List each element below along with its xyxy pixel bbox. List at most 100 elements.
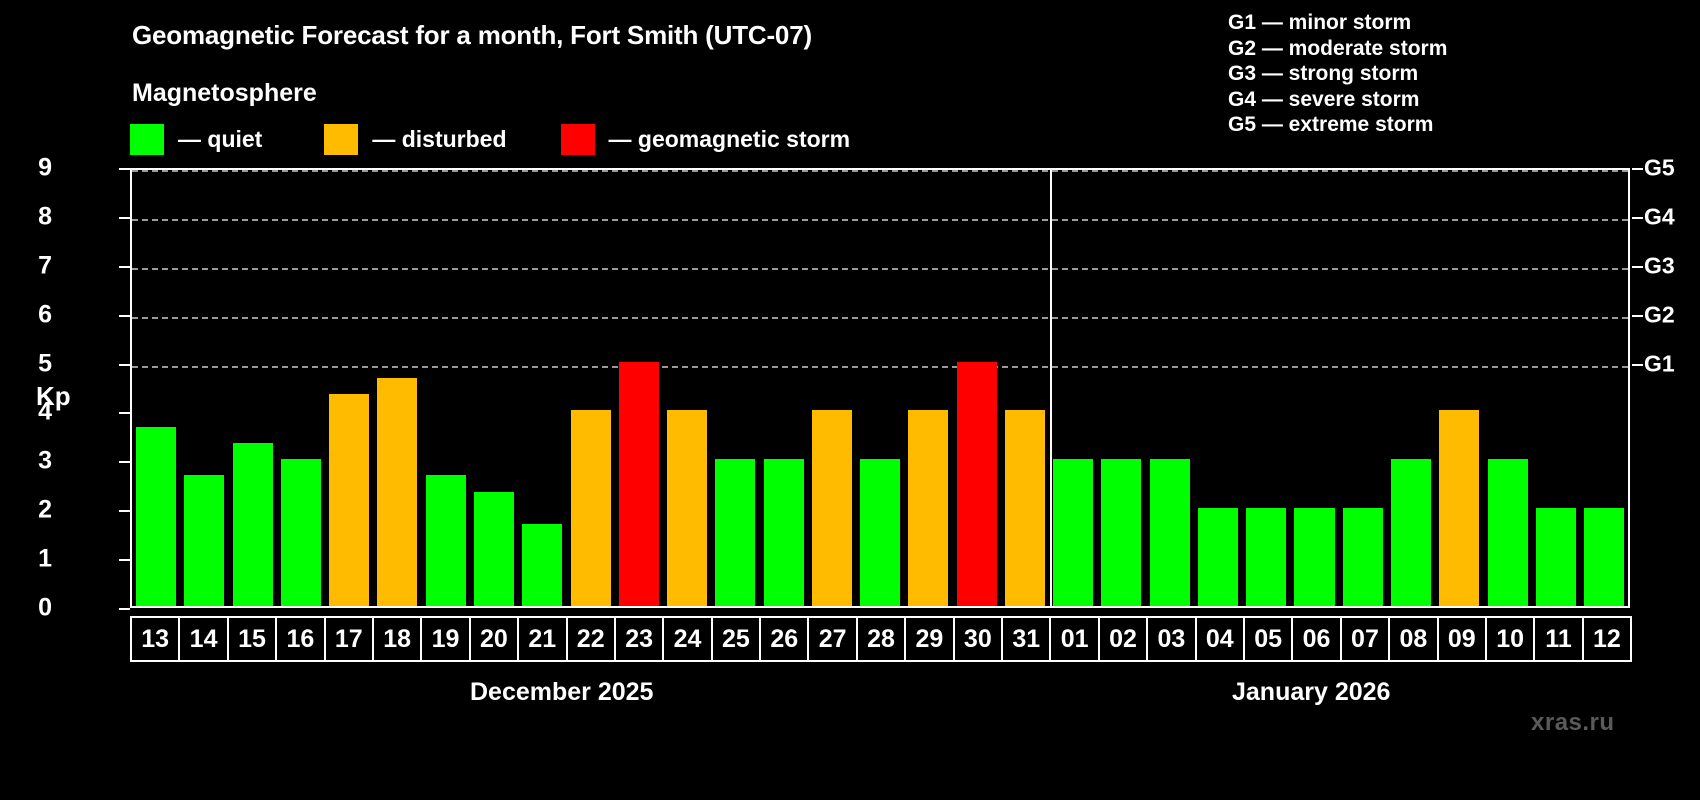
bar-series xyxy=(132,170,1628,606)
bar-07[interactable] xyxy=(1342,508,1383,606)
day-label-10[interactable]: 10 xyxy=(1484,616,1536,662)
bar-16[interactable] xyxy=(280,459,321,606)
day-label-22[interactable]: 22 xyxy=(565,616,616,662)
bar-26[interactable] xyxy=(763,459,804,606)
bar-24[interactable] xyxy=(667,410,708,606)
watermark: xras.ru xyxy=(1531,709,1615,736)
g-tick-mark xyxy=(1632,314,1643,317)
bar-20[interactable] xyxy=(473,492,515,606)
bar-28[interactable] xyxy=(860,459,901,606)
bar-slot xyxy=(615,170,663,606)
bar-19[interactable] xyxy=(425,475,466,606)
day-label-01[interactable]: 01 xyxy=(1049,616,1100,662)
legend-swatch-disturbed xyxy=(324,123,359,155)
y-tick-mark xyxy=(119,412,130,415)
bar-15[interactable] xyxy=(232,443,273,606)
bar-13[interactable] xyxy=(136,426,177,606)
day-label-21[interactable]: 21 xyxy=(517,616,568,662)
bar-slot xyxy=(566,170,614,606)
y-tick-mark xyxy=(119,608,130,610)
day-label-08[interactable]: 08 xyxy=(1388,616,1439,662)
bar-30[interactable] xyxy=(956,361,997,606)
day-label-16[interactable]: 16 xyxy=(275,616,326,662)
day-label-30[interactable]: 30 xyxy=(952,616,1004,662)
storm-key-g1: G1 — minor storm xyxy=(1228,11,1412,34)
bar-slot xyxy=(1290,170,1338,606)
day-label-18[interactable]: 18 xyxy=(371,616,423,662)
day-label-05[interactable]: 05 xyxy=(1242,616,1294,662)
day-label-27[interactable]: 27 xyxy=(807,616,858,662)
plot-area xyxy=(130,168,1630,608)
bar-03[interactable] xyxy=(1149,459,1190,606)
day-label-29[interactable]: 29 xyxy=(904,616,955,662)
bar-18[interactable] xyxy=(377,377,418,606)
g-tick-mark xyxy=(1632,168,1643,170)
bar-02[interactable] xyxy=(1101,459,1142,606)
y-tick-mark xyxy=(119,265,130,268)
day-label-02[interactable]: 02 xyxy=(1097,616,1149,662)
day-label-26[interactable]: 26 xyxy=(759,616,810,662)
bar-01[interactable] xyxy=(1053,459,1094,606)
g-tick-mark xyxy=(1632,265,1643,268)
bar-29[interactable] xyxy=(908,410,949,606)
y-tick-label-3: 3 xyxy=(38,446,52,475)
day-label-17[interactable]: 17 xyxy=(323,616,374,662)
y-tick-label-9: 9 xyxy=(38,153,52,182)
day-label-04[interactable]: 04 xyxy=(1194,616,1245,662)
bar-10[interactable] xyxy=(1487,459,1528,606)
day-label-23[interactable]: 23 xyxy=(613,616,665,662)
bar-slot xyxy=(422,170,470,606)
bar-08[interactable] xyxy=(1391,459,1432,606)
bar-05[interactable] xyxy=(1246,508,1287,606)
bar-31[interactable] xyxy=(1004,410,1045,606)
storm-key-g5: G5 — extreme storm xyxy=(1228,113,1434,137)
bar-27[interactable] xyxy=(811,410,852,606)
bar-14[interactable] xyxy=(184,475,225,606)
bar-slot xyxy=(518,170,566,606)
day-label-31[interactable]: 31 xyxy=(1001,616,1052,662)
day-label-20[interactable]: 20 xyxy=(468,616,520,662)
y-tick-label-2: 2 xyxy=(38,495,52,524)
bar-22[interactable] xyxy=(570,410,611,606)
gridline xyxy=(132,316,1628,319)
bar-06[interactable] xyxy=(1294,508,1335,606)
g-tick-label-G5: G5 xyxy=(1644,154,1675,181)
bar-slot xyxy=(953,170,1001,606)
day-label-15[interactable]: 15 xyxy=(226,616,278,662)
y-axis-title: Kp xyxy=(36,381,71,411)
day-label-03[interactable]: 03 xyxy=(1146,616,1197,662)
legend-swatch-storm xyxy=(560,123,595,155)
bar-25[interactable] xyxy=(715,459,756,606)
day-label-24[interactable]: 24 xyxy=(662,616,713,662)
day-label-14[interactable]: 14 xyxy=(178,616,229,662)
bar-09[interactable] xyxy=(1439,410,1480,606)
bar-23[interactable] xyxy=(618,361,659,606)
day-label-25[interactable]: 25 xyxy=(710,616,762,662)
storm-key-g2: G2 — moderate storm xyxy=(1228,36,1448,60)
bar-17[interactable] xyxy=(329,394,370,606)
day-label-19[interactable]: 19 xyxy=(420,616,471,662)
y-tick-mark xyxy=(119,168,130,170)
month-divider xyxy=(1050,170,1053,606)
bar-12[interactable] xyxy=(1584,508,1625,606)
day-label-11[interactable]: 11 xyxy=(1533,616,1584,662)
legend-label-storm: — geomagnetic storm xyxy=(608,125,851,152)
y-tick-label-6: 6 xyxy=(38,300,52,329)
bar-11[interactable] xyxy=(1535,508,1576,606)
color-legend: — quiet — disturbed — geomagnetic storm xyxy=(130,122,850,156)
day-label-06[interactable]: 06 xyxy=(1291,616,1342,662)
bar-21[interactable] xyxy=(522,524,563,606)
day-label-07[interactable]: 07 xyxy=(1339,616,1391,662)
day-label-12[interactable]: 12 xyxy=(1581,616,1633,662)
bar-slot xyxy=(1146,170,1194,606)
g-tick-label-G2: G2 xyxy=(1644,301,1675,328)
day-label-09[interactable]: 09 xyxy=(1436,616,1487,662)
y-tick-label-5: 5 xyxy=(38,349,52,378)
bar-04[interactable] xyxy=(1197,508,1238,606)
bar-slot xyxy=(1339,170,1387,606)
day-label-28[interactable]: 28 xyxy=(855,616,907,662)
day-label-13[interactable]: 13 xyxy=(130,616,181,662)
y-tick-label-0: 0 xyxy=(38,593,52,622)
bar-slot xyxy=(711,170,759,606)
